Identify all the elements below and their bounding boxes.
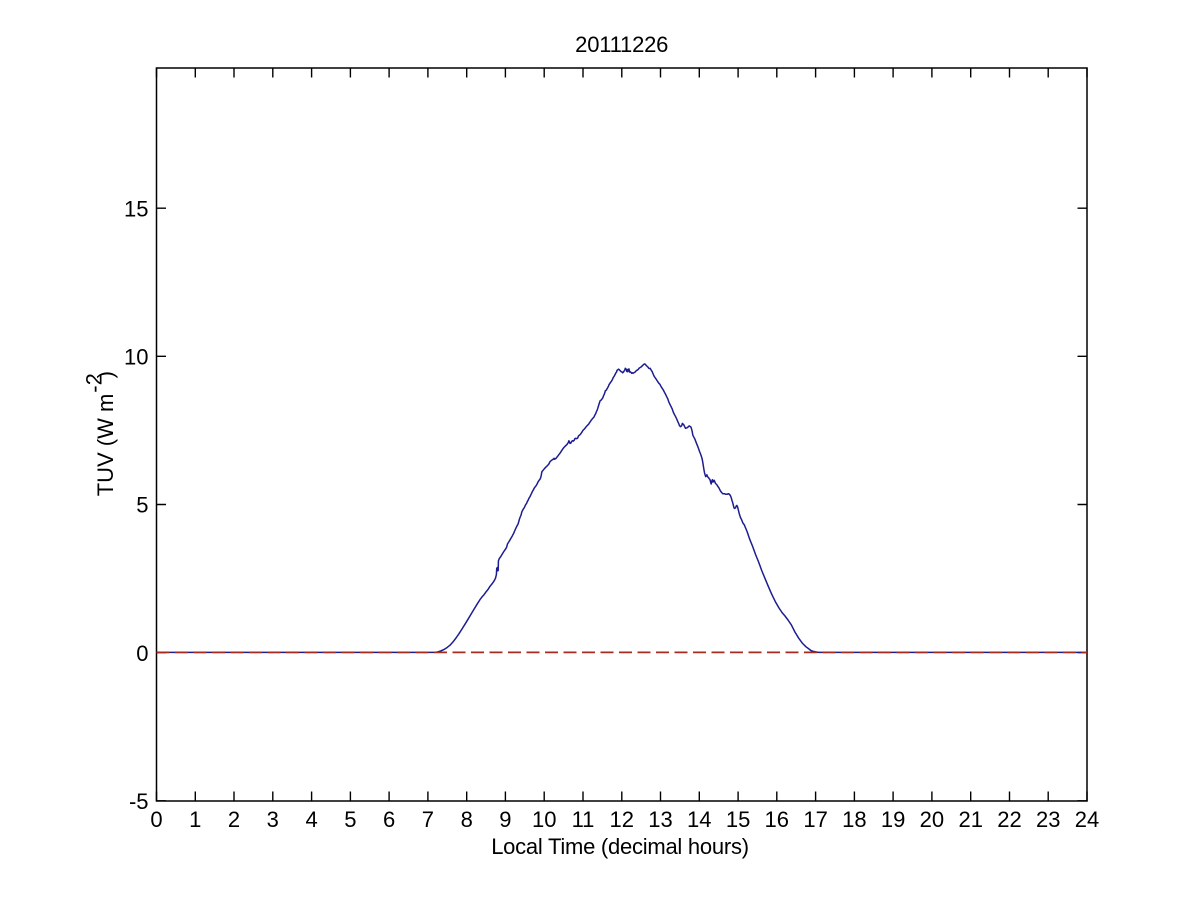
svg-text:18: 18 [842, 807, 866, 832]
svg-text:5: 5 [136, 493, 148, 518]
svg-text:19: 19 [881, 807, 905, 832]
svg-text:TUV (W m: TUV (W m [93, 394, 118, 497]
svg-text:2: 2 [228, 807, 240, 832]
svg-text:8: 8 [461, 807, 473, 832]
svg-text:14: 14 [687, 807, 711, 832]
svg-text:0: 0 [136, 641, 148, 666]
svg-text:15: 15 [124, 196, 148, 221]
svg-text:-2: -2 [81, 373, 106, 393]
svg-text:11: 11 [572, 807, 595, 832]
svg-text:10: 10 [532, 807, 556, 832]
svg-text:22: 22 [997, 807, 1021, 832]
svg-text:20: 20 [920, 807, 944, 832]
svg-text:24: 24 [1075, 807, 1099, 832]
svg-text:3: 3 [267, 807, 279, 832]
svg-text:9: 9 [499, 807, 511, 832]
svg-text:20111226: 20111226 [575, 32, 668, 57]
svg-text:5: 5 [344, 807, 356, 832]
svg-text:10: 10 [124, 345, 148, 370]
svg-text:): ) [93, 371, 118, 378]
svg-text:12: 12 [610, 807, 634, 832]
svg-text:7: 7 [422, 807, 434, 832]
svg-text:-5: -5 [129, 789, 149, 814]
svg-text:13: 13 [648, 807, 672, 832]
svg-text:21: 21 [958, 807, 982, 832]
svg-text:6: 6 [383, 807, 395, 832]
svg-text:4: 4 [305, 807, 317, 832]
svg-text:0: 0 [150, 807, 162, 832]
svg-text:Local Time (decimal hours): Local Time (decimal hours) [491, 834, 749, 859]
svg-text:17: 17 [803, 807, 827, 832]
svg-text:16: 16 [765, 807, 789, 832]
svg-text:15: 15 [726, 807, 750, 832]
svg-text:23: 23 [1036, 807, 1060, 832]
svg-text:1: 1 [189, 807, 201, 832]
